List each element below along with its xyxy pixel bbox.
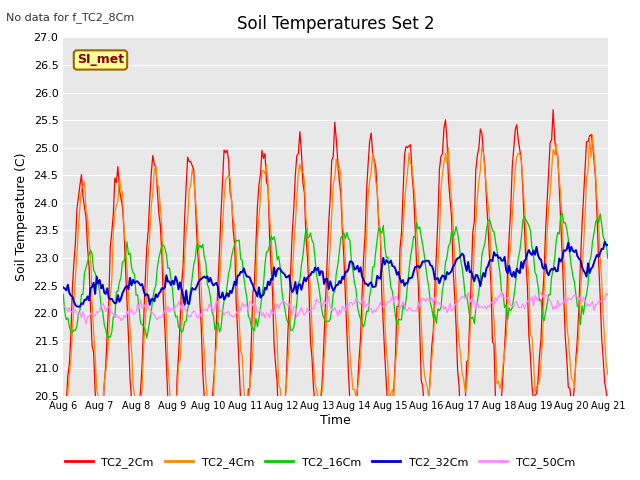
Y-axis label: Soil Temperature (C): Soil Temperature (C) — [15, 152, 28, 281]
Legend: TC2_2Cm, TC2_4Cm, TC2_16Cm, TC2_32Cm, TC2_50Cm: TC2_2Cm, TC2_4Cm, TC2_16Cm, TC2_32Cm, TC… — [60, 452, 580, 472]
Title: Soil Temperatures Set 2: Soil Temperatures Set 2 — [237, 15, 435, 33]
Text: SI_met: SI_met — [77, 53, 124, 66]
Text: No data for f_TC2_8Cm: No data for f_TC2_8Cm — [6, 12, 134, 23]
X-axis label: Time: Time — [320, 414, 351, 427]
